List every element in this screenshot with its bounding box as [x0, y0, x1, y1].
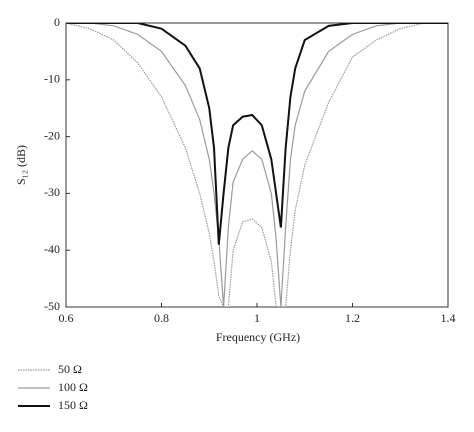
- y-tick-label: -40: [44, 242, 60, 256]
- legend-label: 150 Ω: [58, 398, 88, 412]
- x-tick-label: 1: [254, 311, 260, 325]
- plot-frame: [65, 22, 449, 308]
- y-tick-label: -30: [44, 185, 60, 199]
- y-tick-label: 0: [54, 15, 60, 29]
- y-tick-label: -10: [44, 72, 60, 86]
- x-tick-label: 0.8: [154, 311, 169, 325]
- x-tick-label: 1.4: [441, 311, 456, 325]
- x-axis-label: Frequency (GHz): [216, 330, 300, 344]
- legend-label: 50 Ω: [58, 362, 82, 376]
- plot-lines: [66, 23, 448, 307]
- x-tick-label: 0.6: [59, 311, 74, 325]
- y-tick-label: -20: [44, 128, 60, 142]
- series-line: [66, 23, 448, 307]
- series-line: [66, 23, 448, 307]
- legend-label: 100 Ω: [58, 380, 88, 394]
- x-tick-label: 1.2: [345, 311, 360, 325]
- series-line: [66, 23, 448, 245]
- y-tick-label: -50: [44, 299, 60, 313]
- y-axis-label: S₁₂ (dB): [14, 145, 28, 185]
